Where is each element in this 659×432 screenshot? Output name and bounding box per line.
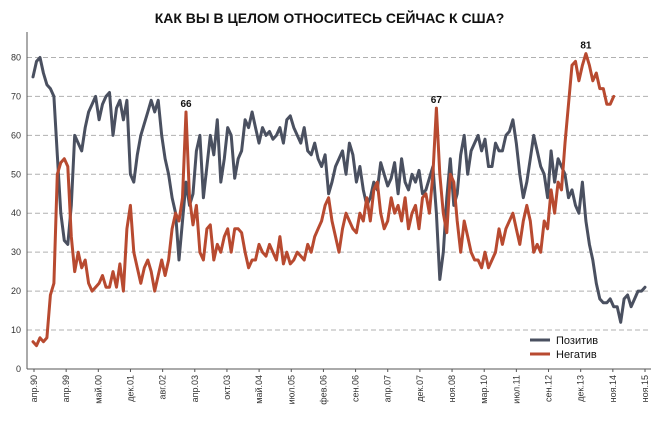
y-tick-label: 60	[11, 130, 21, 140]
y-tick-label: 70	[11, 91, 21, 101]
x-tick-label: апр.03	[190, 375, 200, 402]
x-tick-label: май.04	[254, 375, 264, 404]
x-tick-label: сен.12	[544, 375, 554, 402]
y-tick-label: 40	[11, 208, 21, 218]
series-line-positive	[31, 56, 647, 324]
x-tick-label: ноя.15	[640, 375, 650, 402]
chart-title: КАК ВЫ В ЦЕЛОМ ОТНОСИТЕСЬ СЕЙЧАС К США?	[154, 10, 505, 26]
x-tick-label: окт.03	[222, 375, 232, 400]
x-tick-label: апр.99	[61, 375, 71, 402]
y-tick-label: 10	[11, 325, 21, 335]
y-tick-label: 20	[11, 286, 21, 296]
x-tick-label: апр.90	[29, 375, 39, 402]
x-tick-label: июл.11	[511, 375, 521, 404]
data-annotation: 66	[180, 99, 192, 110]
x-tick-label: ноя.08	[447, 375, 457, 402]
legend-label: Позитив	[556, 335, 598, 347]
data-annotation: 81	[580, 41, 592, 52]
data-annotation: 70	[641, 0, 653, 3]
x-tick-label: авг.02	[158, 375, 168, 399]
y-tick-label: 80	[11, 52, 21, 62]
y-tick-label: 0	[16, 364, 21, 374]
x-tick-label: дек.07	[415, 375, 425, 402]
x-tick-label: мар.10	[479, 375, 489, 404]
series-line-negative	[31, 52, 616, 348]
x-tick-label: апр.07	[383, 375, 393, 402]
legend-label: Негатив	[556, 349, 597, 361]
x-tick-label: май.00	[93, 375, 103, 404]
y-tick-label: 30	[11, 247, 21, 257]
x-tick-label: сен.06	[351, 375, 361, 402]
x-tick-label: дек.01	[125, 375, 135, 402]
data-annotation: 67	[431, 95, 443, 106]
x-tick-label: дек.13	[576, 375, 586, 402]
y-tick-label: 50	[11, 169, 21, 179]
x-tick-label: июл.05	[286, 375, 296, 404]
x-tick-label: ноя.14	[608, 375, 618, 402]
x-tick-label: фев.06	[318, 375, 328, 405]
